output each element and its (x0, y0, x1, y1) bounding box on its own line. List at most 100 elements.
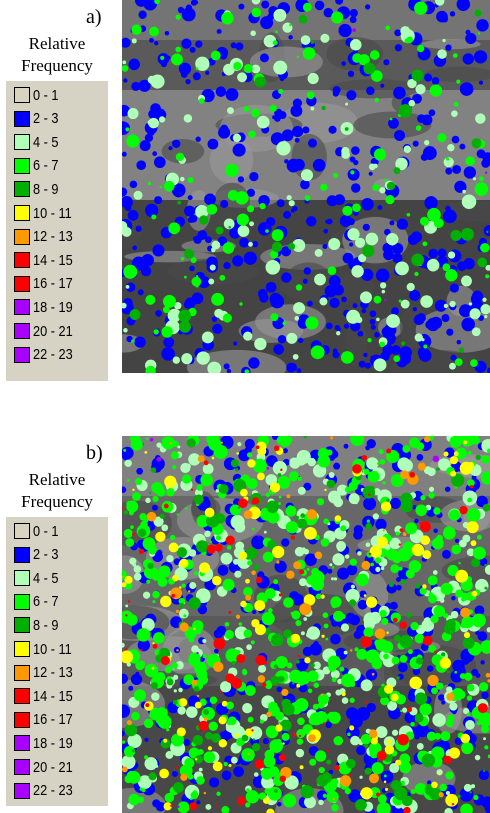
precip-cell (222, 578, 235, 591)
precip-cell (288, 242, 296, 250)
precip-cell (209, 540, 212, 544)
precip-cell (237, 72, 247, 83)
precip-cell (349, 697, 355, 703)
precip-cell (441, 314, 450, 323)
precip-cell (306, 216, 317, 227)
precip-cell (142, 591, 151, 599)
precip-cell (241, 748, 255, 762)
precip-cell (360, 733, 372, 745)
precip-cell (375, 640, 384, 650)
precip-cell (314, 248, 323, 257)
precip-cell (307, 138, 317, 148)
legend-title: Relative (28, 470, 86, 489)
precip-cell (352, 203, 361, 213)
precip-cell (334, 764, 340, 771)
precip-cell (162, 294, 176, 308)
precip-cell (337, 567, 350, 580)
precip-cell (161, 347, 175, 361)
precip-cell (371, 672, 375, 676)
precip-cell (246, 788, 250, 792)
precip-cell (354, 237, 366, 248)
precip-cell (307, 670, 319, 682)
precip-cell (290, 208, 295, 213)
precip-cell (401, 341, 406, 346)
precip-cell (127, 108, 139, 120)
precip-cell (396, 584, 402, 591)
precip-cell (386, 314, 400, 328)
precip-cell (445, 791, 450, 796)
precip-cell (421, 114, 433, 126)
precip-cell (357, 330, 364, 337)
precip-cell (254, 76, 266, 88)
precip-cell (365, 4, 371, 10)
precip-cell (148, 491, 152, 495)
panel: b) Relative Frequency 0 - 1 2 - 3 4 - 5 6 - 7 8… (0, 436, 490, 813)
precip-cell (235, 733, 240, 738)
precip-cell (442, 612, 449, 619)
precip-cell (393, 355, 401, 362)
legend-entry: 12 - 13 (14, 226, 80, 248)
precip-cell (420, 495, 426, 501)
precip-cell (480, 304, 490, 315)
precip-cell (345, 588, 360, 604)
precip-cell (243, 251, 257, 265)
precip-cell (213, 629, 224, 639)
precip-cell (201, 331, 214, 344)
precip-cell (144, 133, 154, 142)
precip-cell (206, 204, 218, 215)
legend-entry: 22 - 23 (14, 344, 80, 366)
precip-cell (317, 693, 330, 705)
precip-cell (197, 276, 211, 289)
precip-cell (386, 631, 389, 634)
precip-cell (477, 32, 481, 35)
precip-cell (309, 758, 317, 766)
precip-cell (380, 770, 394, 784)
precip-cell (341, 697, 349, 704)
precip-cell (440, 652, 446, 657)
precip-cell (286, 570, 295, 579)
precip-cell (267, 786, 282, 801)
precip-cell (349, 156, 356, 163)
precip-cell (326, 218, 333, 225)
legend-entry: 2 - 3 (14, 544, 63, 566)
precip-cell (157, 577, 168, 588)
precip-cell (330, 436, 334, 440)
precip-cell (412, 306, 418, 312)
precip-cell (288, 35, 293, 40)
precip-cell (214, 648, 219, 654)
legend-swatch (14, 617, 30, 634)
legend-label: 0 - 1 (33, 86, 59, 104)
precip-cell (262, 682, 267, 687)
precip-cell (280, 246, 292, 257)
legend-label: 12 - 13 (33, 228, 73, 246)
legend-swatch (14, 664, 30, 681)
precip-cell (310, 40, 315, 44)
precip-cell (266, 808, 275, 813)
precip-cell (194, 755, 203, 764)
precip-cell (480, 640, 490, 654)
terrain (283, 262, 333, 303)
precip-cell (246, 188, 255, 197)
precip-cell (167, 308, 182, 323)
precip-cell (251, 0, 261, 5)
precip-cell (400, 709, 403, 713)
precip-cell (122, 582, 127, 588)
precip-cell (306, 91, 315, 100)
precip-cell (125, 284, 130, 289)
precip-cell (127, 733, 142, 748)
precip-cell (197, 748, 204, 755)
precip-cell (196, 800, 201, 805)
precip-cell (202, 496, 209, 503)
precip-cell (276, 738, 281, 744)
precip-cell (369, 748, 379, 759)
precip-cell (422, 550, 432, 560)
precip-cell (299, 569, 305, 575)
precip-cell (315, 593, 322, 600)
precip-cell (150, 682, 158, 690)
precip-cell (327, 266, 337, 276)
precip-cell (252, 564, 259, 571)
precip-cell (442, 263, 451, 272)
precip-cell (296, 659, 300, 664)
precip-cell (231, 660, 236, 666)
precip-cell (424, 436, 431, 443)
